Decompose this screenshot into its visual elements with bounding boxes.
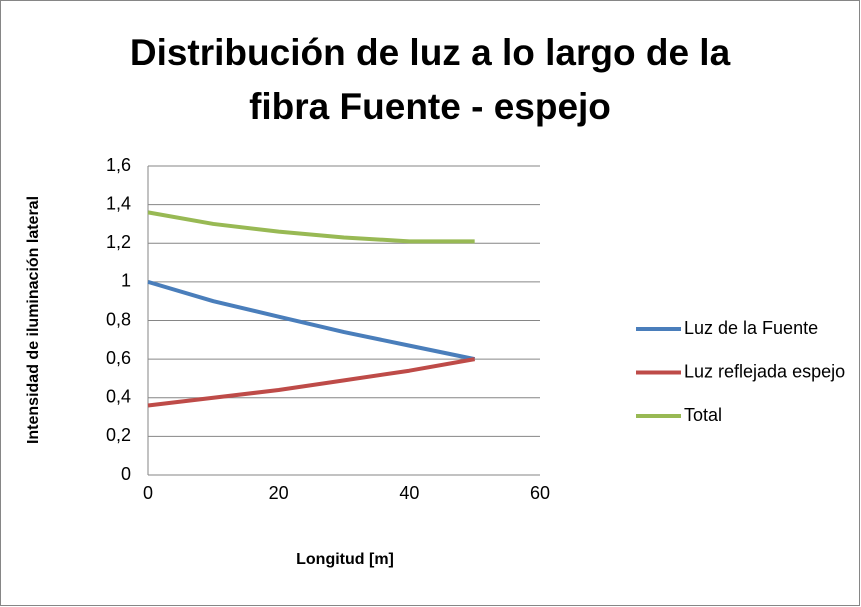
x-tick-label: 40 [399,483,419,503]
y-tick-label: 0,4 [106,387,131,407]
chart-title: Distribución de luz a lo largo de la [130,32,731,73]
y-tick-label: 1,2 [106,232,131,252]
series-line [147,279,476,362]
legend-label: Luz de la Fuente [684,318,818,338]
y-tick-label: 0,2 [106,425,131,445]
x-tick-label: 0 [143,483,153,503]
legend-label: Luz reflejada espejo [684,361,845,381]
x-axis-title: Longitud [m] [296,551,394,568]
legend-label: Total [684,405,722,425]
chart-title: fibra Fuente - espejo [249,86,611,127]
y-tick-label: 1,4 [106,193,131,213]
y-tick-label: 1 [121,271,131,291]
y-axis-title: Intensidad de iluminación lateral [25,196,42,444]
x-tick-label: 60 [530,483,550,503]
y-tick-label: 0,8 [106,309,131,329]
y-tick-label: 0 [121,464,131,484]
series-line [147,210,475,244]
series-line [147,357,476,408]
y-tick-label: 0,6 [106,348,131,368]
y-tick-label: 1,6 [106,155,131,175]
x-tick-label: 20 [269,483,289,503]
